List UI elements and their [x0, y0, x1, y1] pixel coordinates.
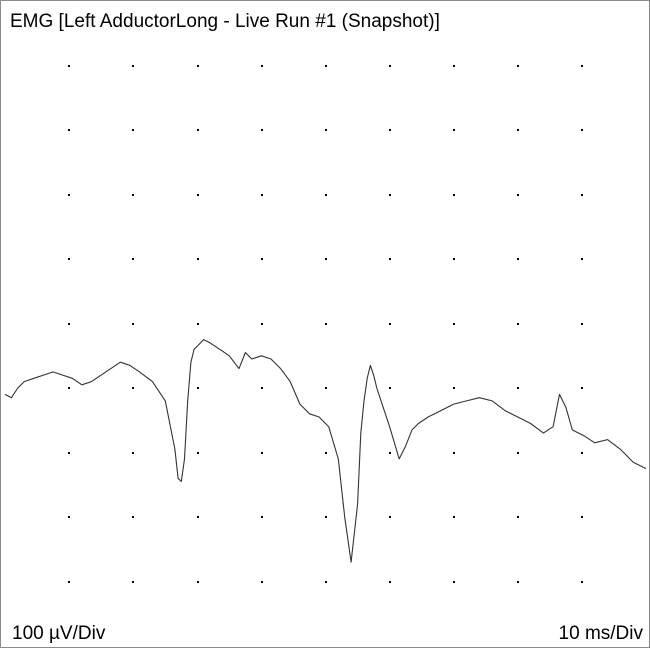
- grid-dot: [261, 452, 263, 454]
- grid-dot: [453, 194, 455, 196]
- chart-title: EMG [Left AdductorLong - Live Run #1 (Sn…: [10, 11, 440, 32]
- grid-dot: [68, 194, 70, 196]
- grid-dot: [68, 516, 70, 518]
- grid-dots: [68, 65, 583, 583]
- grid-dot: [197, 258, 199, 260]
- grid-dot: [517, 387, 519, 389]
- grid-dot: [68, 387, 70, 389]
- grid-dot: [517, 194, 519, 196]
- grid-dot: [197, 129, 199, 131]
- grid-dot: [389, 65, 391, 67]
- grid-dot: [581, 452, 583, 454]
- grid-dot: [325, 323, 327, 325]
- grid-dot: [389, 194, 391, 196]
- grid-dot: [389, 387, 391, 389]
- grid-dot: [197, 581, 199, 583]
- grid-dot: [581, 194, 583, 196]
- grid-dot: [197, 194, 199, 196]
- grid-dot: [197, 65, 199, 67]
- grid-dot: [132, 516, 134, 518]
- grid-dot: [581, 516, 583, 518]
- grid-dot: [517, 65, 519, 67]
- grid-dot: [581, 387, 583, 389]
- grid-dot: [325, 194, 327, 196]
- grid-dot: [453, 387, 455, 389]
- emg-trace-line: [4, 339, 647, 563]
- grid-dot: [517, 258, 519, 260]
- grid-dot: [261, 65, 263, 67]
- grid-dot: [325, 65, 327, 67]
- grid-dot: [453, 452, 455, 454]
- grid-dot: [261, 387, 263, 389]
- grid-dot: [132, 452, 134, 454]
- grid-dot: [453, 323, 455, 325]
- grid-dot: [581, 258, 583, 260]
- grid-dot: [517, 129, 519, 131]
- grid-dot: [197, 452, 199, 454]
- grid-dot: [261, 258, 263, 260]
- grid-dot: [325, 129, 327, 131]
- grid-dot: [325, 516, 327, 518]
- grid-dot: [68, 258, 70, 260]
- grid-dot: [197, 387, 199, 389]
- grid-dot: [68, 581, 70, 583]
- grid-dot: [581, 65, 583, 67]
- grid-dot: [197, 516, 199, 518]
- grid-dot: [389, 323, 391, 325]
- grid-dot: [261, 194, 263, 196]
- grid-dot: [389, 581, 391, 583]
- grid-dot: [389, 452, 391, 454]
- grid-dot: [68, 452, 70, 454]
- grid-dot: [581, 581, 583, 583]
- grid-dot: [132, 194, 134, 196]
- grid-dot: [132, 387, 134, 389]
- grid-dot: [389, 258, 391, 260]
- grid-dot: [325, 581, 327, 583]
- grid-dot: [453, 581, 455, 583]
- grid-dot: [261, 323, 263, 325]
- time-scale-label: 10 ms/Div: [558, 623, 643, 644]
- grid-dot: [68, 323, 70, 325]
- grid-dot: [261, 516, 263, 518]
- grid-dot: [68, 65, 70, 67]
- grid-dot: [132, 65, 134, 67]
- grid-dot: [132, 323, 134, 325]
- grid-dot: [132, 258, 134, 260]
- grid-dot: [261, 129, 263, 131]
- grid-dot: [453, 516, 455, 518]
- grid-dot: [453, 129, 455, 131]
- grid-dot: [517, 516, 519, 518]
- grid-dot: [132, 129, 134, 131]
- grid-dot: [453, 65, 455, 67]
- amplitude-scale-label: 100 µV/Div: [12, 623, 106, 644]
- grid-dot: [325, 452, 327, 454]
- grid-dot: [197, 323, 199, 325]
- grid-dot: [325, 258, 327, 260]
- grid-dot: [517, 323, 519, 325]
- grid-dot: [581, 129, 583, 131]
- grid-dot: [389, 516, 391, 518]
- grid-dot: [517, 581, 519, 583]
- grid-dot: [517, 452, 519, 454]
- grid-dot: [389, 129, 391, 131]
- grid-dot: [453, 258, 455, 260]
- grid-dot: [132, 581, 134, 583]
- grid-dot: [261, 581, 263, 583]
- grid-dot: [581, 323, 583, 325]
- grid-dot: [68, 129, 70, 131]
- grid-dot: [325, 387, 327, 389]
